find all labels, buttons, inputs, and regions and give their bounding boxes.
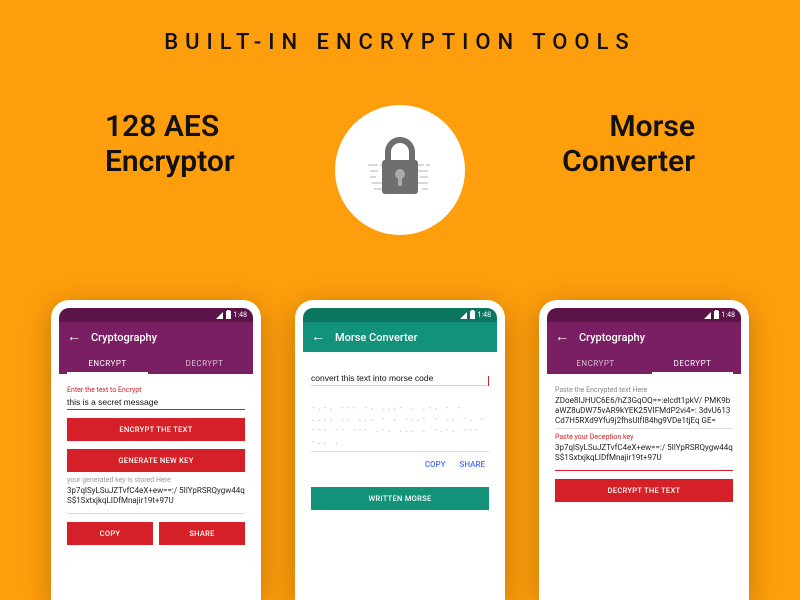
phone-decrypt: 1:48 ← Cryptography ENCRYPT DECRYPT Past… (539, 300, 749, 600)
hero-left-label: 128 AES Encryptor (105, 110, 235, 179)
signal-icon (460, 312, 467, 319)
hint-key: your generated key is stored Here (67, 476, 245, 484)
tab-decrypt[interactable]: DECRYPT (156, 352, 253, 374)
written-morse-button[interactable]: WRITTEN MORSE (311, 487, 489, 510)
appbar: ← Morse Converter (303, 322, 497, 352)
hero-right-line1: Morse (562, 110, 695, 145)
encrypt-text-input[interactable] (67, 394, 245, 410)
back-icon[interactable]: ← (67, 330, 81, 344)
hint-input: Enter the text to Encrypt (67, 386, 245, 394)
hero-left-line1: 128 AES (105, 110, 235, 145)
decrypt-button[interactable]: DECRYPT THE TEXT (555, 479, 733, 502)
battery-icon (226, 311, 231, 319)
appbar: ← Cryptography (547, 322, 741, 352)
phones-row: 1:48 ← Cryptography ENCRYPT DECRYPT Ente… (0, 300, 800, 600)
hint-key: Paste your Deception key (555, 433, 733, 441)
share-link[interactable]: SHARE (460, 460, 485, 469)
tab-decrypt[interactable]: DECRYPT (644, 352, 741, 374)
hero-left-line2: Encryptor (105, 145, 235, 180)
statusbar: 1:48 (547, 308, 741, 322)
hero-right-line2: Converter (562, 145, 695, 180)
status-time: 1:48 (478, 311, 492, 319)
appbar: ← Cryptography (59, 322, 253, 352)
phone-encrypt: 1:48 ← Cryptography ENCRYPT DECRYPT Ente… (51, 300, 261, 600)
hero: 128 AES Encryptor Morse Converter (0, 85, 800, 255)
appbar-title: Morse Converter (335, 331, 417, 344)
morse-output: -.-. --- -. ...- . .-. - - .... .. ... -… (311, 402, 489, 452)
morse-text-input[interactable] (311, 370, 487, 386)
copy-button[interactable]: COPY (67, 522, 153, 545)
key-output: 3p7qlSyLSuJZTvfC4eX+ew==:/ 5IlYpRSRQygw4… (67, 484, 245, 514)
signal-icon (704, 312, 711, 319)
encrypt-button[interactable]: ENCRYPT THE TEXT (67, 418, 245, 441)
status-time: 1:48 (234, 311, 248, 319)
tab-encrypt[interactable]: ENCRYPT (59, 352, 156, 374)
generate-key-button[interactable]: GENERATE NEW KEY (67, 449, 245, 472)
lock-badge (335, 105, 465, 235)
encrypted-text-input[interactable]: ZDoe8IJHUC6E6/hZ3GqOQ==:elcdt1pkV/ PMK9b… (555, 394, 733, 429)
appbar-title: Cryptography (91, 331, 157, 344)
tab-encrypt[interactable]: ENCRYPT (547, 352, 644, 374)
battery-icon (714, 311, 719, 319)
appbar-title: Cryptography (579, 331, 645, 344)
signal-icon (216, 312, 223, 319)
tabs: ENCRYPT DECRYPT (547, 352, 741, 374)
lock-icon (360, 130, 440, 210)
statusbar: 1:48 (303, 308, 497, 322)
statusbar: 1:48 (59, 308, 253, 322)
text-cursor (488, 376, 489, 386)
share-button[interactable]: SHARE (159, 522, 245, 545)
hint-enc: Paste the Encrypted text Here (555, 386, 733, 394)
status-time: 1:48 (722, 311, 736, 319)
decrypt-key-input[interactable]: 3p7qlSyLSuJZTvfC4eX+ew==:/ 5IlYpRSRQygw4… (555, 441, 733, 471)
hero-right-label: Morse Converter (562, 110, 695, 179)
battery-icon (470, 311, 475, 319)
back-icon[interactable]: ← (311, 330, 325, 344)
copy-link[interactable]: COPY (425, 460, 446, 469)
back-icon[interactable]: ← (555, 330, 569, 344)
phone-morse: 1:48 ← Morse Converter -.-. --- -. ...- … (295, 300, 505, 600)
page-title: BUILT-IN ENCRYPTION TOOLS (0, 0, 800, 55)
tabs: ENCRYPT DECRYPT (59, 352, 253, 374)
